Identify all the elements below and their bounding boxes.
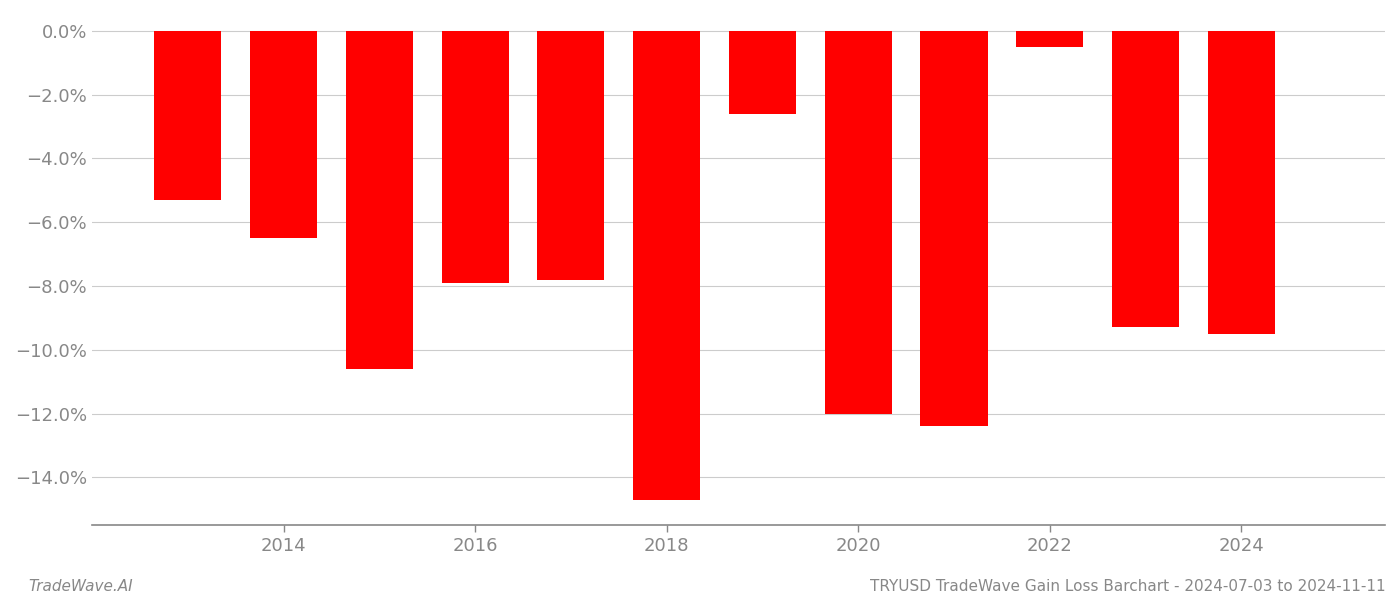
Bar bbox=[920, 31, 987, 427]
Bar bbox=[251, 31, 316, 238]
Text: TRYUSD TradeWave Gain Loss Barchart - 2024-07-03 to 2024-11-11: TRYUSD TradeWave Gain Loss Barchart - 20… bbox=[871, 579, 1386, 594]
Bar bbox=[154, 31, 221, 200]
Bar bbox=[1112, 31, 1179, 328]
Text: TradeWave.AI: TradeWave.AI bbox=[28, 579, 133, 594]
Bar bbox=[825, 31, 892, 413]
Bar bbox=[1208, 31, 1275, 334]
Bar bbox=[633, 31, 700, 500]
Bar bbox=[1016, 31, 1084, 47]
Bar bbox=[346, 31, 413, 369]
Bar bbox=[441, 31, 508, 283]
Bar bbox=[729, 31, 797, 114]
Bar bbox=[538, 31, 605, 280]
